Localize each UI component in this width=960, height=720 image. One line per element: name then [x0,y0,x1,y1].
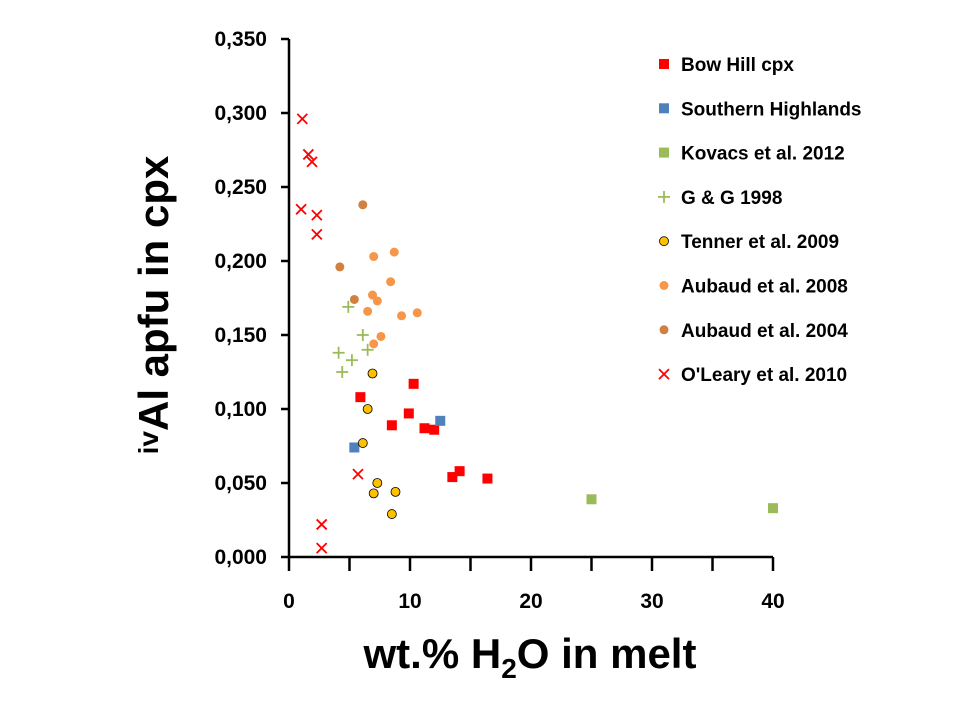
data-point [302,148,314,161]
data-point [356,329,369,341]
y-tick-label: 0,350 [214,28,267,51]
y-axis-title: ivAl apfu in cpx [130,155,177,454]
data-point [362,404,373,414]
data-point [435,415,446,426]
x-tick-label: 30 [640,590,663,613]
data-point [372,296,382,306]
legend: Bow Hill cpx Southern Highlands Kovacs et … [658,55,862,386]
data-point [349,442,360,453]
data-point [306,156,318,168]
data-point [397,311,407,321]
series-aubaud-et-al-2008 [363,247,422,349]
legend-marker [659,236,669,247]
data-point [386,420,397,431]
y-tick-label: 0,100 [214,398,267,421]
data-point [311,228,323,240]
data-point [389,247,399,257]
data-point [316,542,328,554]
y-tick-label: 0,250 [214,176,267,199]
legend-label: Kovacs et al. 2012 [681,144,845,165]
data-point [447,472,458,483]
data-point [363,306,373,316]
data-point [369,252,379,262]
data-point [482,473,493,484]
data-point [336,366,349,378]
data-point [332,346,345,359]
data-point [335,262,345,272]
data-point [390,486,401,497]
legend-label: G & G 1998 [681,188,782,209]
data-point [352,468,364,480]
data-point [429,424,440,435]
data-point [768,503,778,514]
legend-item: Bow Hill cpx [659,55,794,76]
y-tick-label: 0,050 [214,472,267,495]
legend-marker [659,281,669,290]
series-tenner-et-al-2009 [357,368,401,519]
data-point [358,200,368,210]
x-tick-label: 20 [519,590,542,613]
series-kovacs-et-al-2012 [586,494,778,514]
legend-label: Tenner et al. 2009 [681,232,839,253]
x-tick-label: 0 [283,590,295,613]
data-point [295,203,307,215]
legend-label: O'Leary et al. 2010 [681,365,847,386]
series-bow-hill-cpx [355,378,493,484]
y-tick-label: 0,200 [214,250,267,273]
data-point [368,488,379,499]
series-g-g-1998 [332,300,374,378]
data-point [296,113,308,125]
data-point [454,466,465,477]
series-southern-highlands [349,415,446,453]
legend-marker [658,190,670,203]
legend-label: Bow Hill cpx [681,55,794,76]
data-point [349,294,359,304]
data-point [386,509,397,519]
axes: 0,000 0,050 0,100 0,150 0,200 0,250 0,300 0,350… [214,28,784,613]
data-point [316,518,328,531]
legend-label: Southern Highlands [681,99,862,120]
x-axis-title: wt.% H2O in melt [363,630,697,684]
legend-item: O'Leary et al. 2010 [658,365,847,386]
legend-item: Southern Highlands [659,99,862,120]
data-point [367,368,378,379]
legend-marker [659,325,669,335]
data-point [345,354,358,367]
legend-label: Aubaud et al. 2008 [681,277,848,298]
data-point [412,308,422,318]
data-point [403,408,414,419]
legend-item: Tenner et al. 2009 [659,232,839,253]
data-point [586,494,597,505]
data-point [311,209,323,221]
y-tick-label: 0,150 [214,324,267,347]
plot-area [295,113,778,554]
data-point [361,343,374,356]
data-point [355,392,366,403]
data-point [342,300,355,313]
data-point [419,423,430,434]
y-tick-label: 0,000 [214,546,267,569]
series-o-leary-et-al-2010 [295,113,364,554]
series-aubaud-et-al-2004 [335,200,368,304]
data-point [369,339,379,349]
data-point [408,378,419,389]
legend-marker [659,103,669,114]
data-point [372,478,383,488]
legend-item: Aubaud et al. 2008 [659,277,848,298]
legend-item: Kovacs et al. 2012 [659,144,845,165]
legend-marker [659,59,669,69]
legend-marker [659,147,669,158]
legend-label: Aubaud et al. 2004 [681,321,848,342]
x-tick-label: 40 [761,590,784,613]
legend-marker [658,368,670,380]
x-tick-label: 10 [398,590,421,613]
legend-item: Aubaud et al. 2004 [659,321,848,342]
data-point [376,331,386,341]
legend-item: G & G 1998 [658,188,782,209]
data-point [386,277,396,287]
y-tick-label: 0,300 [214,102,267,125]
data-point [357,438,368,448]
